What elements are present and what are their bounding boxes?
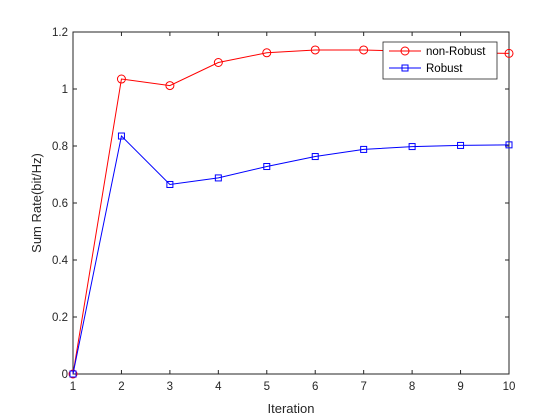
series-line-2 <box>72 135 510 375</box>
data-point <box>359 45 369 55</box>
x-tick-label: 1 <box>70 381 76 393</box>
x-tick-label: 5 <box>264 381 270 393</box>
x-tick-label: 3 <box>167 381 173 393</box>
x-tick-label: 9 <box>457 381 463 393</box>
y-axis: 0 0.2 0.4 0.6 0.8 1 1.2 <box>52 27 509 381</box>
y-axis-label: Sum Rate(bit/Hz) <box>29 153 44 253</box>
legend-marker <box>400 46 410 56</box>
plot-area <box>72 31 510 375</box>
data-point <box>310 45 320 55</box>
data-point <box>505 141 513 149</box>
x-tick-label: 6 <box>312 381 318 393</box>
data-point <box>68 369 78 379</box>
data-point <box>504 48 514 58</box>
x-tick-label: 10 <box>503 381 516 393</box>
data-point <box>214 174 222 182</box>
data-point <box>311 153 319 161</box>
x-axis: 1 2 3 4 5 6 7 8 9 10 <box>70 32 516 393</box>
data-point <box>69 370 77 378</box>
data-point <box>408 143 416 151</box>
data-point <box>116 74 126 84</box>
legend-entry: Robust <box>426 63 463 75</box>
y-tick-label: 0.4 <box>52 255 69 267</box>
x-tick-label: 8 <box>409 381 415 393</box>
y-tick-label: 0.8 <box>52 141 68 153</box>
data-point <box>262 48 272 58</box>
legend: non-Robust Robust <box>382 41 498 80</box>
x-tick-label: 4 <box>215 381 222 393</box>
y-tick-label: 0.2 <box>52 312 68 324</box>
data-point <box>263 163 271 171</box>
data-point <box>213 57 223 67</box>
data-point <box>165 81 175 91</box>
y-tick-label: 0 <box>62 369 68 381</box>
x-tick-label: 2 <box>118 381 124 393</box>
x-tick-label: 7 <box>360 381 366 393</box>
y-tick-label: 1.2 <box>52 27 68 39</box>
data-point <box>117 132 125 140</box>
data-point <box>166 180 174 188</box>
legend-entry: non-Robust <box>426 46 486 58</box>
y-tick-label: 0.6 <box>52 198 68 210</box>
x-axis-label: Iteration <box>268 401 315 416</box>
legend-marker <box>401 64 409 72</box>
data-point <box>457 141 465 149</box>
y-tick-label: 1 <box>62 84 68 96</box>
data-point <box>360 145 368 153</box>
